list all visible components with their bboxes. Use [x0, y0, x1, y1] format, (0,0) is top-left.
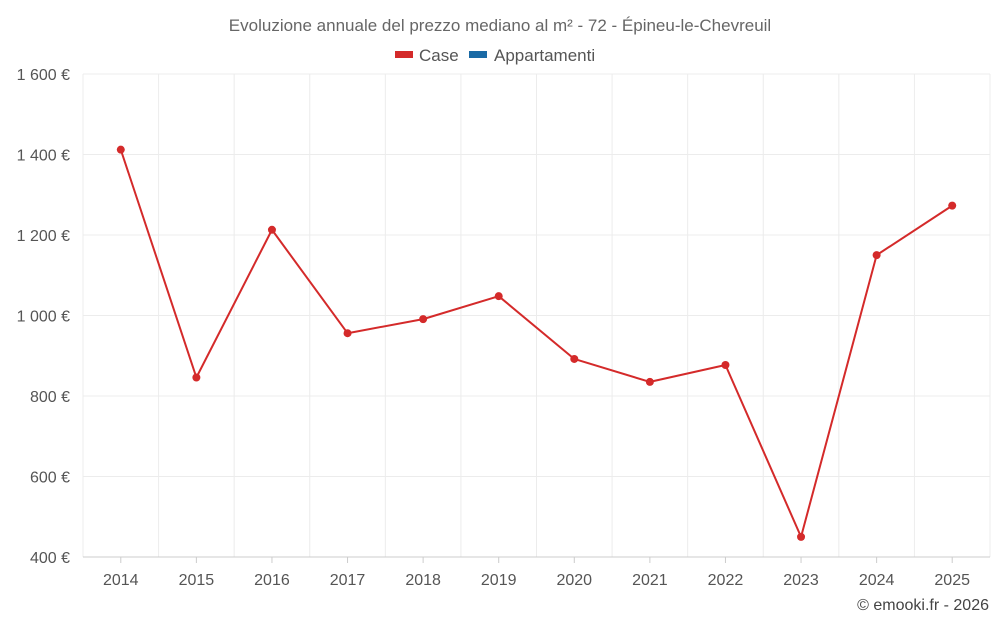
data-point[interactable]: [872, 251, 881, 260]
chart-title: Evoluzione annuale del prezzo mediano al…: [229, 16, 771, 35]
data-point[interactable]: [116, 145, 125, 154]
x-tick-label: 2025: [934, 572, 970, 589]
y-tick-label: 600 €: [30, 470, 70, 487]
data-point[interactable]: [267, 225, 276, 234]
data-point[interactable]: [948, 201, 957, 210]
y-tick-label: 1 200 €: [17, 228, 70, 245]
y-axis: 400 € 600 € 800 € 1 000 € 1 200 € 1 400 € 1 60…: [17, 67, 70, 567]
x-tick-label: 2022: [708, 572, 744, 589]
series-line-case: [119, 149, 953, 538]
data-point[interactable]: [797, 532, 806, 541]
x-axis: 2014 2015 2016 2017 2018 2019 2020 2021 2022 2023…: [83, 556, 990, 589]
legend[interactable]: Case Appartamenti: [395, 46, 595, 65]
x-tick-label: 2015: [179, 572, 215, 589]
x-tick-label: 2020: [556, 572, 592, 589]
data-point[interactable]: [570, 354, 579, 363]
legend-label-appartamenti[interactable]: Appartamenti: [494, 46, 595, 65]
legend-label-case[interactable]: Case: [419, 46, 459, 65]
credit-text: © emooki.fr - 2026: [857, 597, 989, 614]
data-point[interactable]: [192, 373, 201, 382]
y-tick-label: 400 €: [30, 550, 70, 567]
data-point[interactable]: [494, 292, 503, 301]
y-tick-label: 1 000 €: [17, 309, 70, 326]
x-tick-label: 2014: [103, 572, 139, 589]
x-tick-label: 2016: [254, 572, 290, 589]
y-tick-label: 1 600 €: [17, 67, 70, 84]
data-point[interactable]: [343, 329, 352, 338]
legend-swatch-case[interactable]: [395, 51, 413, 58]
legend-swatch-appartamenti[interactable]: [469, 51, 487, 58]
x-tick-label: 2018: [405, 572, 441, 589]
x-tick-label: 2024: [859, 572, 895, 589]
x-tick-label: 2019: [481, 572, 517, 589]
y-tick-label: 1 400 €: [17, 148, 70, 165]
data-point[interactable]: [721, 361, 730, 370]
x-tick-label: 2021: [632, 572, 668, 589]
y-tick-label: 800 €: [30, 389, 70, 406]
x-tick-label: 2023: [783, 572, 819, 589]
data-point[interactable]: [419, 315, 428, 324]
x-tick-label: 2017: [330, 572, 366, 589]
series-case: [116, 145, 957, 541]
grid: [82, 73, 991, 557]
data-point[interactable]: [645, 377, 654, 386]
